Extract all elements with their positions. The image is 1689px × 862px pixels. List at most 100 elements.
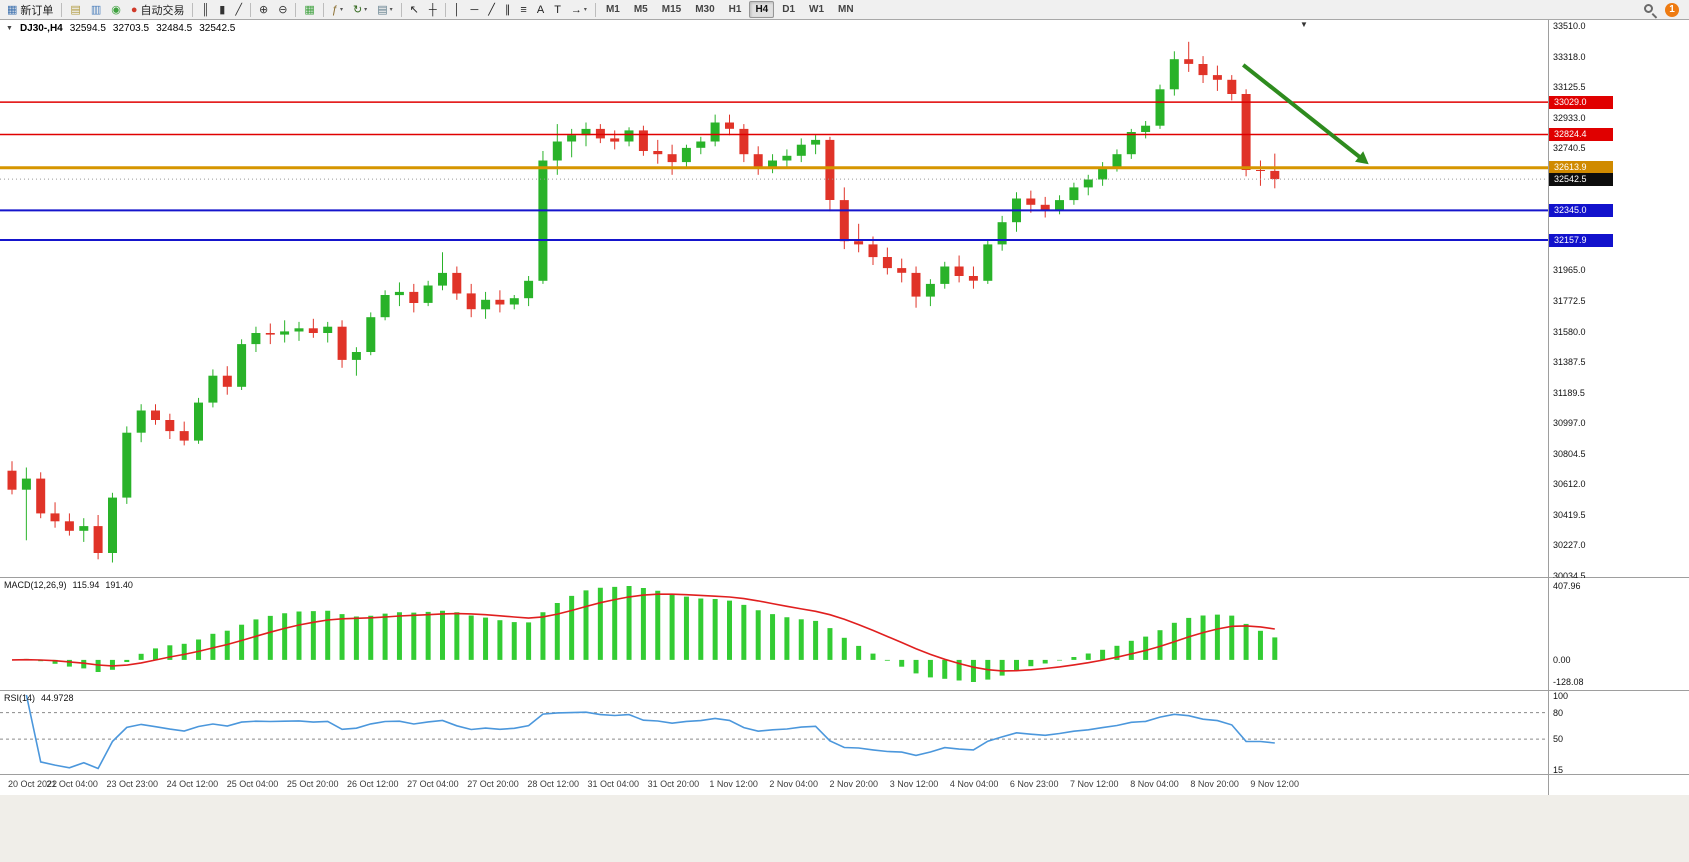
bars-chart-button[interactable]: ║: [197, 1, 213, 18]
time-axis-label: 27 Oct 20:00: [467, 779, 519, 789]
alerts-button[interactable]: ◉: [107, 1, 125, 18]
vertical-line-tool[interactable]: │: [450, 1, 465, 18]
candle: [925, 283, 935, 297]
price-axis-label: 30419.5: [1553, 509, 1586, 520]
chart-shift-marker[interactable]: ▼: [1300, 20, 1308, 29]
collapse-one-click-icon[interactable]: ▼: [6, 25, 13, 32]
price-axis-label: 30612.0: [1553, 479, 1586, 490]
time-axis-label: 3 Nov 12:00: [889, 779, 939, 789]
price-chart-plot[interactable]: ▼ DJ30-,H4 32594.5 32703.5 32484.5 32542…: [0, 20, 1548, 577]
rsi-line: [25, 694, 1275, 770]
timeframe-m30[interactable]: M30: [695, 4, 715, 15]
candle: [567, 135, 577, 142]
candle: [638, 130, 648, 151]
toolbar-separator: [322, 2, 324, 17]
trendline-tool[interactable]: ╱: [484, 1, 499, 18]
zoom-in-icon: ⊕: [258, 3, 269, 16]
timeframe-mn[interactable]: MN: [838, 4, 854, 15]
chart-header: ▼ DJ30-,H4 32594.5 32703.5 32484.5 32542…: [6, 23, 235, 34]
macd-axis-label: 0.00: [1553, 654, 1571, 665]
rsi-plot: RSI(14) 44.9728: [0, 691, 1548, 774]
timeframe-m5[interactable]: M5: [633, 4, 648, 15]
price-tag: 32542.5: [1549, 172, 1613, 186]
timeframe-h4[interactable]: H4: [749, 1, 775, 18]
indicators-button[interactable]: ƒ ▾: [328, 1, 347, 18]
price-tag: 32613.9: [1549, 161, 1613, 175]
time-axis-label: 21 Oct 04:00: [46, 779, 98, 789]
market-watch-button[interactable]: ▥: [87, 1, 105, 18]
search-icon[interactable]: [1643, 3, 1658, 19]
candle: [710, 122, 720, 142]
trend-arrow[interactable]: [1241, 63, 1363, 160]
new-order-button[interactable]: ▦ 新订单: [3, 1, 57, 18]
toolbar-timeframes: M1 M5 M15 M30 H1 H4 D1 W1 MN: [599, 1, 861, 18]
toolbar-separator: [295, 2, 297, 17]
templates-button[interactable]: ▤ ▾: [373, 1, 396, 18]
cursor-tool[interactable]: ↖: [406, 1, 423, 18]
chevron-down-icon: ▾: [583, 7, 587, 13]
macd-axis[interactable]: 407.96 0.00 -128.08: [1548, 578, 1688, 690]
timeframe-m15[interactable]: M15: [661, 4, 682, 15]
time-axis-label: 8 Nov 04:00: [1130, 779, 1179, 789]
time-axis[interactable]: 20 Oct 2022 21 Oct 04:00 23 Oct 23:00 24 Oc…: [0, 774, 1689, 795]
candle: [151, 410, 160, 420]
timeframe-w1[interactable]: W1: [809, 4, 825, 15]
label-tool[interactable]: T: [550, 1, 565, 18]
chevron-down-icon: ▾: [364, 7, 368, 13]
candle: [495, 299, 505, 305]
toolbar-separator: [594, 2, 596, 17]
fibonacci-tool[interactable]: ≡: [516, 1, 530, 18]
timeframe-m1[interactable]: M1: [605, 4, 620, 15]
macd-chart: [11, 586, 1278, 682]
arrows-tool[interactable]: → ▾: [567, 1, 591, 18]
toolbar-separator: [400, 2, 402, 17]
candle: [466, 293, 476, 310]
notification-badge[interactable]: 1: [1665, 2, 1679, 17]
cursor-icon: ↖: [409, 3, 419, 16]
rsi-axis-label: 80: [1553, 707, 1564, 718]
symbol-timeframe-label: DJ30-,H4: [19, 23, 63, 34]
timeframe-h1[interactable]: H1: [728, 4, 742, 15]
zoom-out-button[interactable]: ⊖: [274, 1, 291, 18]
line-chart-icon: ╱: [235, 3, 242, 16]
candle: [1069, 187, 1079, 201]
candle: [610, 138, 620, 142]
price-chart-panel: ▼ DJ30-,H4 32594.5 32703.5 32484.5 32542…: [0, 20, 1689, 581]
candle: [581, 128, 591, 136]
tile-windows-button[interactable]: ▦: [300, 1, 318, 18]
candles-chart-button[interactable]: ▮: [215, 1, 229, 18]
autotrading-button[interactable]: ● 自动交易: [127, 1, 189, 18]
candle: [1241, 94, 1251, 170]
time-axis-label: 31 Oct 04:00: [587, 779, 640, 789]
candle: [854, 241, 864, 245]
autotrading-icon: ●: [130, 3, 138, 16]
price-axis-label: 32933.0: [1553, 112, 1586, 123]
chart-window-button[interactable]: ▤: [66, 1, 84, 18]
rsi-axis[interactable]: 100 80 50 15: [1548, 691, 1688, 775]
zoom-in-button[interactable]: ⊕: [255, 1, 272, 18]
vertical-line-icon: │: [453, 3, 461, 16]
time-axis-label: 2 Nov 04:00: [769, 779, 818, 789]
candle: [351, 352, 361, 360]
timeframe-d1[interactable]: D1: [782, 4, 796, 15]
macd-axis-label: -128.08: [1553, 677, 1584, 687]
crosshair-tool[interactable]: ┼: [425, 1, 441, 18]
candle: [968, 276, 978, 281]
line-chart-button[interactable]: ╱: [231, 1, 246, 18]
low-value: 32484.5: [156, 23, 193, 34]
horizontal-line-tool[interactable]: ─: [467, 1, 483, 18]
cycles-button[interactable]: ↻ ▾: [349, 1, 371, 18]
candle: [897, 268, 907, 273]
trend-arrow-head: [1355, 151, 1369, 165]
chevron-down-icon: ▾: [389, 7, 393, 13]
candle: [165, 420, 175, 432]
channel-tool[interactable]: ∥: [501, 1, 515, 18]
price-axis[interactable]: 33510.033318.033125.532933.032740.532548…: [1548, 20, 1688, 581]
high-value: 32703.5: [112, 23, 150, 34]
text-tool[interactable]: A: [533, 1, 548, 18]
time-axis-label: 1 Nov 12:00: [709, 779, 758, 789]
candle: [122, 432, 132, 498]
templates-icon: ▤: [377, 3, 388, 16]
bottom-strip: [0, 795, 1689, 862]
